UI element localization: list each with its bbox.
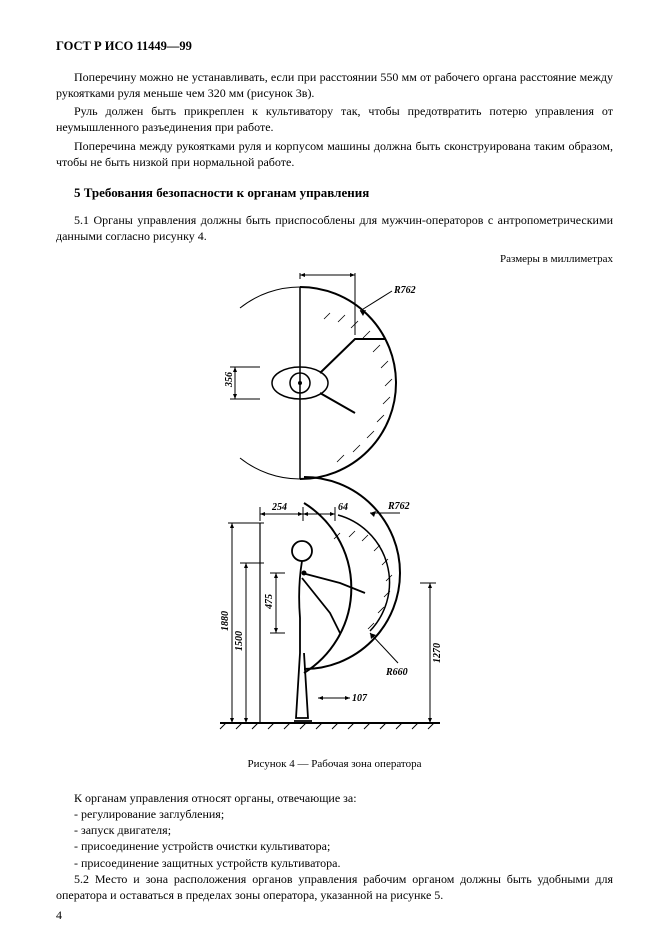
dim-254: 254 [271, 502, 287, 513]
dim-r660: R660 [385, 667, 408, 678]
figure-4: 385 356 R762 [56, 273, 613, 747]
paragraph-1b: Руль должен быть прикреплен к культивато… [56, 103, 613, 135]
list-item-2: - запуск двигателя; [56, 822, 613, 838]
dim-1880: 1880 [220, 611, 231, 631]
list-intro: К органам управления относят органы, отв… [56, 790, 613, 806]
list-item-3: - присоединение устройств очистки культи… [56, 838, 613, 854]
dim-1500: 1500 [234, 631, 245, 651]
dim-475: 475 [264, 594, 275, 610]
dim-bot-r762: R762 [387, 501, 410, 512]
figure-4-svg: 385 356 R762 [190, 273, 480, 743]
units-label: Размеры в миллиметрах [56, 252, 613, 267]
paragraph-1a: Поперечину можно не устанавливать, если … [56, 69, 613, 101]
dim-385: 385 [319, 273, 335, 274]
page-number: 4 [56, 907, 613, 923]
list-item-1: - регулирование заглубления; [56, 806, 613, 822]
dim-107: 107 [352, 693, 368, 704]
dim-1270: 1270 [432, 643, 443, 663]
dim-356: 356 [224, 372, 235, 388]
standard-header: ГОСТ Р ИСО 11449—99 [56, 38, 613, 55]
dim-top-r762: R762 [393, 285, 416, 296]
paragraph-5-2: 5.2 Место и зона расположения органов уп… [56, 871, 613, 903]
dim-64: 64 [338, 502, 348, 513]
paragraph-1c: Поперечина между рукоятками руля и корпу… [56, 138, 613, 170]
paragraph-5-1: 5.1 Органы управления должны быть приспо… [56, 212, 613, 244]
list-item-4: - присоединение защитных устройств культ… [56, 855, 613, 871]
figure-4-caption: Рисунок 4 — Рабочая зона оператора [56, 757, 613, 772]
section-5-title: 5 Требования безопасности к органам упра… [56, 184, 613, 202]
